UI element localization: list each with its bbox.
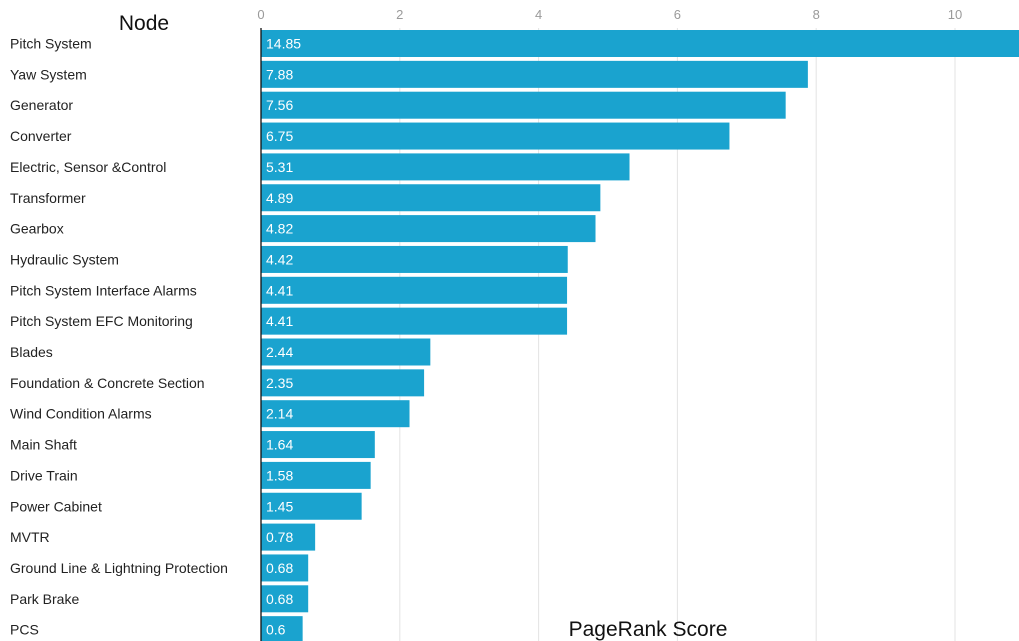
bar	[261, 215, 596, 243]
category-label: Foundation & Concrete Section	[10, 375, 205, 391]
bars: 14.85 7.88 7.56 6.75 5.31 4.89 4.82 4.42 4.41 4.4…	[261, 30, 1019, 641]
category-label: Hydraulic System	[10, 251, 119, 267]
bar-value-label: 14.85	[266, 36, 301, 52]
bar	[261, 461, 371, 489]
bar-value-label: 0.68	[266, 591, 293, 607]
bar	[261, 400, 410, 428]
bar	[261, 369, 425, 397]
bar-value-label: 1.45	[266, 498, 293, 514]
x-tick-labels: 0 2 4 6 8 10	[257, 7, 962, 22]
bar	[261, 523, 316, 551]
category-label: Gearbox	[10, 221, 64, 237]
category-label: Pitch System Interface Alarms	[10, 282, 197, 298]
bar-value-label: 4.42	[266, 251, 293, 267]
bar	[261, 60, 808, 88]
bar-value-label: 0.78	[266, 529, 293, 545]
category-label: Yaw System	[10, 66, 87, 82]
bar	[261, 91, 786, 119]
category-label: Pitch System EFC Monitoring	[10, 313, 193, 329]
category-label: Blades	[10, 344, 53, 360]
x-tick-label: 4	[535, 7, 542, 22]
bar-value-label: 2.14	[266, 406, 293, 422]
x-tick-label: 0	[257, 7, 264, 22]
bar-value-label: 4.41	[266, 313, 293, 329]
category-label: Transformer	[10, 190, 86, 206]
bar-value-label: 1.64	[266, 437, 293, 453]
x-tick-label: 6	[674, 7, 681, 22]
category-label: MVTR	[10, 529, 50, 545]
bar-value-label: 6.75	[266, 128, 293, 144]
category-label: Pitch System	[10, 36, 92, 52]
bar-value-label: 4.41	[266, 282, 293, 298]
bar-value-label: 5.31	[266, 159, 293, 175]
bar	[261, 616, 303, 641]
bar	[261, 245, 568, 273]
bar-value-label: 2.44	[266, 344, 293, 360]
bar	[261, 585, 309, 613]
category-label: Power Cabinet	[10, 498, 102, 514]
bar	[261, 30, 1019, 57]
category-label: Wind Condition Alarms	[10, 406, 152, 422]
bar-value-label: 0.68	[266, 560, 293, 576]
bar-value-label: 4.89	[266, 190, 293, 206]
category-label: Park Brake	[10, 591, 79, 607]
category-label: PCS	[10, 622, 39, 638]
bar	[261, 153, 630, 181]
bar	[261, 122, 730, 150]
category-label: Drive Train	[10, 467, 78, 483]
x-tick-label: 10	[948, 7, 962, 22]
bar	[261, 554, 309, 582]
bar-value-label: 7.56	[266, 97, 293, 113]
bar-value-label: 4.82	[266, 221, 293, 237]
x-axis-title: PageRank Score	[569, 618, 728, 641]
category-label: Ground Line & Lightning Protection	[10, 560, 228, 576]
x-tick-label: 2	[396, 7, 403, 22]
bar	[261, 431, 375, 459]
bar	[261, 184, 601, 212]
category-label: Generator	[10, 97, 73, 113]
bar	[261, 338, 431, 366]
bar	[261, 307, 568, 335]
category-labels: Pitch System Yaw System Generator Converter…	[10, 36, 228, 638]
category-label: Main Shaft	[10, 437, 77, 453]
bar-value-label: 1.58	[266, 467, 293, 483]
x-tick-label: 8	[813, 7, 820, 22]
category-label: Converter	[10, 128, 72, 144]
y-axis-title: Node	[119, 12, 169, 35]
bar-value-label: 2.35	[266, 375, 293, 391]
category-label: Electric, Sensor &Control	[10, 159, 166, 175]
bar	[261, 276, 568, 304]
bar-value-label: 7.88	[266, 66, 293, 82]
bar	[261, 492, 362, 520]
bar-value-label: 0.6	[266, 622, 286, 638]
